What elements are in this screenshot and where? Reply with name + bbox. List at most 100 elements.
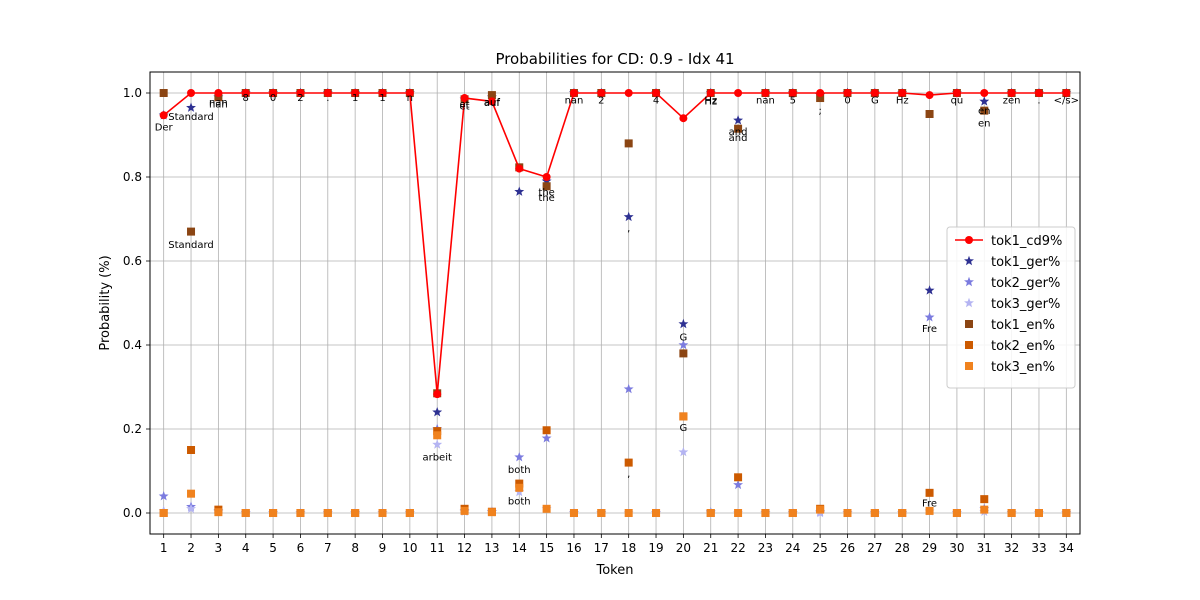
token-annotation: auf [484,98,500,109]
token-annotation: et [460,102,470,113]
token-annotation: . [326,93,329,104]
data-point [541,433,552,443]
token-annotation: 5 [790,95,796,106]
data-point [159,89,168,97]
data-point [843,89,852,97]
token-annotation: </s> [1054,95,1079,106]
token-annotation: en [978,118,991,129]
x-tick-label: 16 [566,541,581,555]
x-tick-label: 8 [351,541,359,555]
data-point [734,89,743,97]
chart-title: Probabilities for CD: 0.9 - Idx 41 [495,50,734,68]
x-tick-label: 1 [160,541,168,555]
x-tick-label: 10 [402,541,417,555]
data-point [187,89,196,97]
data-point [487,97,496,106]
x-tick-label: 5 [269,541,277,555]
data-point [214,93,223,102]
legend-entry: tok3_ger% [964,297,1060,312]
data-point [542,426,551,435]
data-point [870,509,879,517]
data-point [980,89,989,97]
x-tick-label: 25 [813,541,828,555]
x-tick-label: 18 [621,541,636,555]
data-point [706,509,715,517]
x-tick-label: 30 [949,541,964,555]
token-annotation: G [680,423,688,434]
data-point [1034,89,1043,97]
token-annotation: and [729,133,748,144]
token-annotation: , [627,469,630,480]
data-point [159,509,168,517]
x-tick-label: 2 [187,541,195,555]
legend-entry: tok2_ger% [964,276,1060,291]
legend-label: tok3_en% [991,360,1055,375]
data-point [487,91,496,100]
data-point [816,94,825,103]
token-annotation: n [407,93,413,104]
data-point [734,473,743,482]
data-point [624,139,633,148]
legend-label: tok1_en% [991,318,1055,333]
data-point [952,89,961,97]
token-annotation: auf [484,97,500,108]
data-point [569,89,578,97]
token-annotation: en [978,106,991,117]
data-point [652,509,661,517]
token-annotation: Hz [704,95,717,106]
data-point [378,509,387,517]
token-annotation: Der [155,123,174,134]
x-axis-ticks: 1 2 3 4 5 6 7 8 9 10 11 12 13 14 15 16 17 18 19 20 21 22 23 24 2… [160,534,1074,555]
series-tok3_en% [159,412,1071,517]
data-point [678,318,689,329]
x-tick-label: 33 [1031,541,1046,555]
data-point [159,111,168,120]
x-tick-label: 14 [512,541,527,555]
token-annotation: qu [951,95,964,106]
data-point [623,211,634,222]
token-annotation: 2 [297,93,303,104]
data-point [378,89,387,97]
data-point [351,89,360,97]
data-point [624,458,633,467]
legend-label: tok1_ger% [991,255,1060,270]
data-point [952,509,961,517]
legend-entry: tok1_ger% [964,255,1060,270]
token-annotation: 0 [844,95,850,106]
data-point [241,89,250,97]
x-tick-label: 32 [1004,541,1019,555]
x-tick-label: 13 [484,541,499,555]
token-annotation: 1 [352,93,358,104]
legend-entry: tok2_en% [965,339,1055,354]
data-series [158,87,1072,518]
data-point [898,509,907,517]
data-point [433,427,442,436]
token-annotation: nan [756,95,775,106]
data-point [460,506,469,515]
y-tick-label: 0.0 [123,506,142,520]
token-annotation: 0 [270,93,276,104]
data-point [734,124,743,133]
legend-marker [964,297,974,308]
legend-marker [964,255,974,266]
token-annotation: the [538,188,554,199]
y-tick-label: 0.8 [123,170,142,184]
token-annotation: 8 [243,93,249,104]
data-point [924,312,935,322]
legend-marker [965,236,973,244]
data-point [542,173,551,181]
token-annotation: G [871,95,879,106]
token-annotation: Hz [704,97,717,108]
y-axis-label: Probability (%) [98,255,113,350]
data-point [514,451,525,462]
x-tick-label: 24 [785,541,800,555]
legend-marker [964,276,974,287]
data-point [1062,509,1071,517]
token-annotation: G [680,333,688,344]
data-point [296,509,305,517]
data-point [214,89,223,97]
data-point [187,446,196,454]
legend-marker [965,341,973,349]
data-point [186,102,196,112]
y-axis-ticks: 0.0 0.2 0.4 0.6 0.8 1.0 [123,86,150,520]
